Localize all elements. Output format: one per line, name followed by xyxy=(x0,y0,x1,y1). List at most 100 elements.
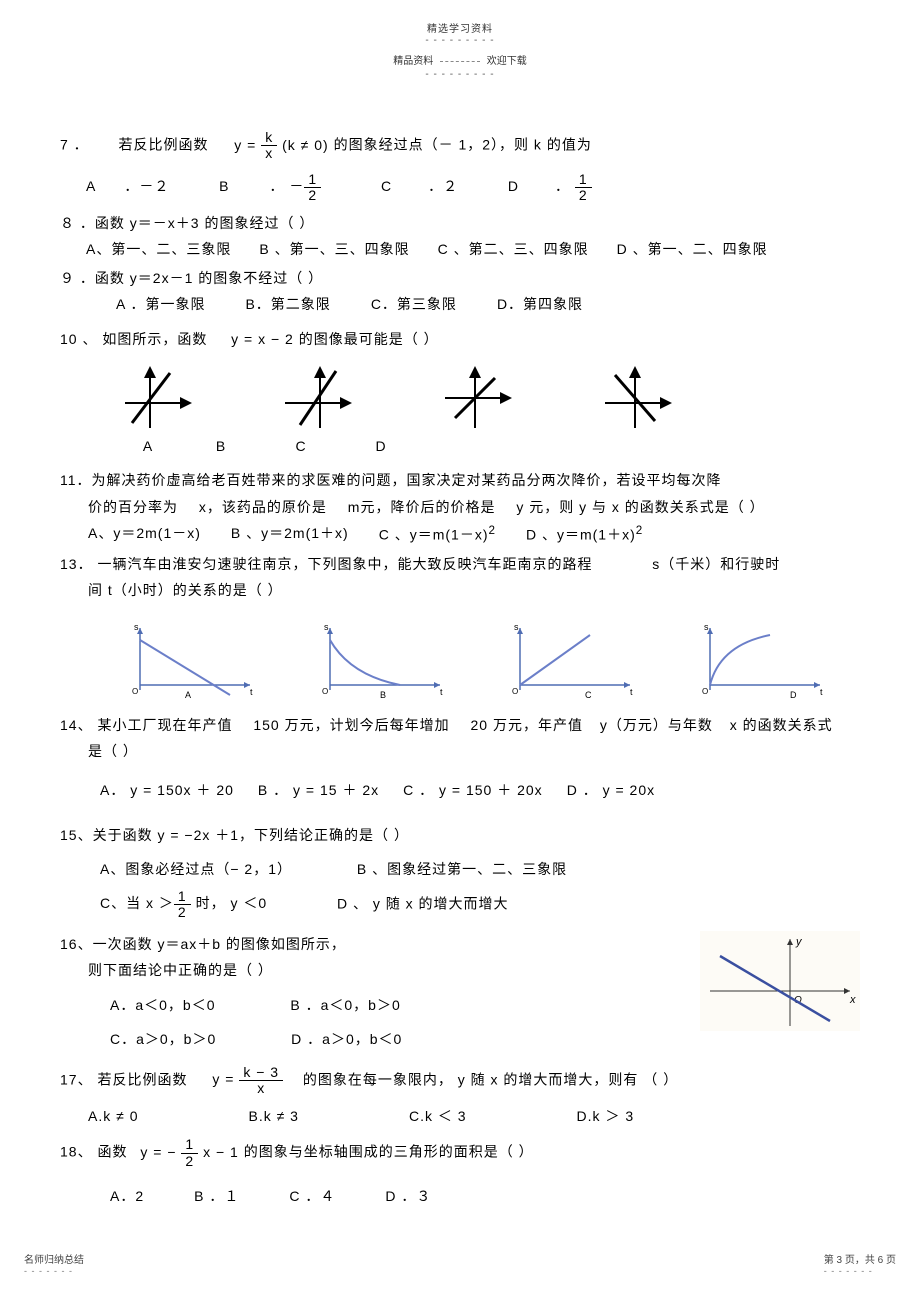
q14-l1b: 150 万元，计划今后每年增加 xyxy=(253,717,449,733)
q8-opt-a: A、第一、二、三象限 xyxy=(86,236,231,263)
q13-c-t: t xyxy=(630,687,634,697)
q7-a-val: －２ xyxy=(139,178,169,194)
question-17: 17、 若反比例函数 y = k − 3x 的图象在每一象限内， y 随 x 的… xyxy=(60,1065,860,1129)
header-dash-mid: - - - - - - - - - xyxy=(60,69,860,80)
q7-d-label: D xyxy=(508,178,519,194)
q15-c-cond: y ＜0 xyxy=(230,895,267,911)
q13-b-o: O xyxy=(322,687,329,696)
footer: 名师归纳总结 - - - - - - - 第 3 页，共 6 页 - - - -… xyxy=(0,1251,920,1277)
q17-eq-lhs: y = xyxy=(212,1071,234,1087)
question-13: 13． 一辆汽车由淮安匀速驶往南京，下列图象中，能大致反映汽车距南京的路程 s（… xyxy=(60,551,860,700)
question-15: 15、关于函数 y = −2x ＋1，下列结论正确的是（ ） A、图象必经过点（… xyxy=(60,822,860,921)
q16-line2: 则下面结论中正确的是（ ） xyxy=(60,957,700,984)
q9-num: ９ ． xyxy=(60,270,95,286)
question-7: 7 ． 若反比例函数 y = kx (k ≠ 0) 的图象经过点（－ 1，2），… xyxy=(60,130,860,204)
q14-options: A． y = 150x ＋ 20 B ． y = 15 ＋ 2x C ． y =… xyxy=(60,777,860,804)
q13-d-label: D xyxy=(790,690,798,700)
q17-pre: 若反比例函数 xyxy=(97,1071,187,1087)
q11-d-exp: 2 xyxy=(636,524,643,537)
q7-b-num: 1 xyxy=(304,172,321,188)
question-11: 11．为解决药价虚高给老百姓带来的求医难的问题，国家决定对某药品分两次降价，若设… xyxy=(60,467,860,548)
q8-opt-b: B 、第一、三、四象限 xyxy=(259,236,409,263)
q17-opt-a: A.k ≠ 0 xyxy=(88,1103,138,1130)
q15-opt-b: B 、图象经过第一、二、三象限 xyxy=(357,861,567,877)
q8-opt-d: D 、第一、二、四象限 xyxy=(617,236,768,263)
footer-left-dash: - - - - - - - xyxy=(24,1266,73,1276)
q17-opt-d: D.k ＞ 3 xyxy=(577,1103,635,1130)
q13-a-o: O xyxy=(132,687,139,696)
q13-a-t: t xyxy=(250,687,254,697)
q9-options: A ．第一象限 B．第二象限 C．第三象限 D．第四象限 xyxy=(60,291,860,318)
q13-c-o: O xyxy=(512,687,519,696)
q11-opt-a: A、y＝2m(1－x) xyxy=(88,520,201,548)
q16-y-label: y xyxy=(795,936,803,948)
q9-opt-c: C．第三象限 xyxy=(371,291,457,318)
q15-text: 关于函数 y = −2x ＋1，下列结论正确的是（ ） xyxy=(93,827,409,843)
q7-options: A．－２ B． －12 C．２ D． 12 xyxy=(60,172,860,204)
q15-opt-d: D 、 y 随 x 的增大而增大 xyxy=(337,895,509,911)
header-left: 精品资料 xyxy=(393,56,433,67)
q7-eq: y = kx (k ≠ 0) xyxy=(234,137,333,153)
q11-options: A、y＝2m(1－x) B 、y＝2m(1＋x) C 、y＝m(1－x)2 D … xyxy=(60,520,860,548)
question-18: 18、 函数 y = − 12 x − 1 的图象与坐标轴围成的三角形的面积是（… xyxy=(60,1137,860,1209)
q10-label-c: C xyxy=(266,433,336,460)
q14-l1e: x 的函数关系式 xyxy=(730,717,833,733)
q7-stem: 7 ． 若反比例函数 y = kx (k ≠ 0) 的图象经过点（－ 1，2），… xyxy=(60,130,860,162)
q18-num: 18、 xyxy=(60,1144,93,1160)
q10-graph-c xyxy=(440,363,520,433)
q14-l1a: 某小工厂现在年产值 xyxy=(97,717,232,733)
question-8: ８ ．函数 y＝－x＋3 的图象经过（ ） A、第一、二、三象限 B 、第一、三… xyxy=(60,210,860,263)
q7-eq-cond: (k ≠ 0) xyxy=(282,137,329,153)
header-dash-top: - - - - - - - - - xyxy=(60,35,860,46)
q13-graph-d: s t O D xyxy=(690,620,830,700)
q11-opt-d: D 、y＝m(1＋x)2 xyxy=(526,520,643,548)
q7-b-dot: ． xyxy=(269,178,284,194)
q10-eq: y = x − 2 xyxy=(231,331,294,347)
q11-c-text: C 、y＝m(1－x) xyxy=(379,527,489,543)
q13-b-t: t xyxy=(440,687,444,697)
q17-num: 17、 xyxy=(60,1071,93,1087)
q13-d-s: s xyxy=(704,622,710,632)
q14-l1d: y（万元）与年数 xyxy=(600,717,713,733)
q15-row2: C、当 x ＞12 时， y ＜0 D 、 y 随 x 的增大而增大 xyxy=(60,889,860,921)
q7-b-label: B xyxy=(219,178,229,194)
q11-l2d: y 元，则 y 与 x 的函数关系式是（ ） xyxy=(516,499,764,515)
q16-opt-c: C．a＞0，b＞0 xyxy=(110,1031,216,1047)
q13-num: 13． xyxy=(60,556,93,572)
q16-line1: 一次函数 y＝ax＋b 的图像如图所示， xyxy=(93,936,346,952)
q9-opt-d: D．第四象限 xyxy=(497,291,583,318)
q7-d-dot: ． xyxy=(555,178,570,194)
q16-row1: A．a＜0，b＜0 B ．a＜0，b＞0 xyxy=(60,992,700,1019)
q11-l2a: 价的百分率为 xyxy=(88,499,178,515)
q13-graph-a: s t O A xyxy=(120,620,260,700)
q7-pre: 若反比例函数 xyxy=(118,137,208,153)
q17-eq: y = k − 3x xyxy=(212,1071,288,1087)
q11-num: 11． xyxy=(60,472,92,488)
q15-c-xgt: x ＞ xyxy=(146,895,174,911)
q14-opt-c: C ． y = 150 ＋ 20x xyxy=(403,777,543,804)
q13-d-t: t xyxy=(820,687,824,697)
q7-c-label: C xyxy=(381,178,392,194)
q18-options: A．2 B ．１ C ．４ D ．３ xyxy=(60,1183,860,1210)
q14-line2: 是（ ） xyxy=(60,738,860,765)
q16-opt-d: D ．a＞0，b＜0 xyxy=(291,1031,402,1047)
q14-l1c: 20 万元，年产值 xyxy=(471,717,583,733)
q17-options: A.k ≠ 0 B.k ≠ 3 C.k ＜ 3 D.k ＞ 3 xyxy=(60,1103,860,1130)
q11-l2b: x，该药品的原价是 xyxy=(199,499,327,515)
q14-num: 14、 xyxy=(60,717,93,733)
q18-opt-a: A．2 xyxy=(110,1183,144,1210)
q9-opt-b: B．第二象限 xyxy=(245,291,330,318)
question-14: 14、 某小工厂现在年产值 150 万元，计划今后每年增加 20 万元，年产值 … xyxy=(60,712,860,804)
footer-left: 名师归纳总结 - - - - - - - xyxy=(24,1251,84,1277)
footer-right-dash: - - - - - - - xyxy=(824,1266,873,1276)
footer-right: 第 3 页，共 6 页 - - - - - - - xyxy=(824,1251,896,1277)
q11-d-text: D 、y＝m(1＋x) xyxy=(526,527,636,543)
q7-b-sign: － xyxy=(289,178,304,194)
q7-num: 7 ． xyxy=(60,137,89,153)
q10-graph-b xyxy=(280,363,360,433)
q15-c-num: 1 xyxy=(174,889,191,905)
q16-x-label: x xyxy=(849,994,857,1006)
q7-eq-num: k xyxy=(261,130,277,146)
q16-graph: x y O xyxy=(700,931,860,1053)
q18-eq-lhs: y = − xyxy=(140,1144,176,1160)
